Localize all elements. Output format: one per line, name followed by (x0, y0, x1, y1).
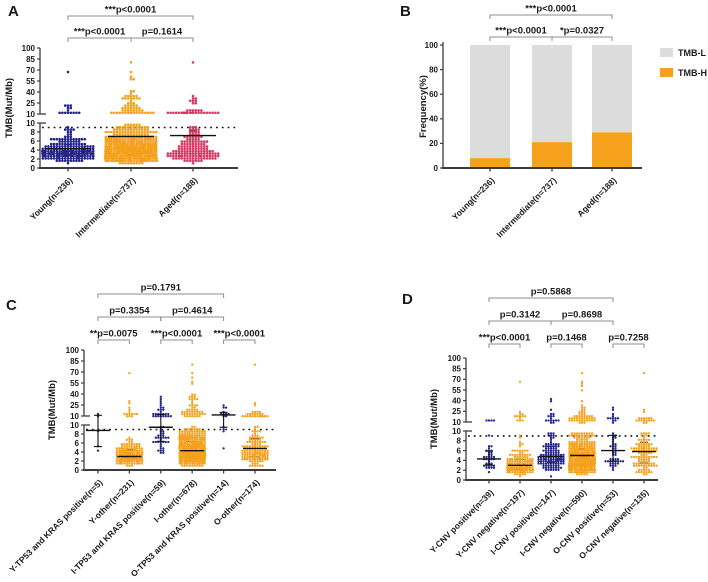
svg-text:TMB-L: TMB-L (678, 48, 706, 58)
svg-text:***p<0.0001: ***p<0.0001 (74, 27, 126, 38)
panel-c: C 10 25 40 55 70 85 100 0 2 4 6 8 10 TMB(Mut/Mb) Y-TP53… (0, 270, 354, 582)
svg-text:p=0.5868: p=0.5868 (531, 287, 571, 298)
svg-text:***p<0.0001: ***p<0.0001 (105, 5, 157, 16)
svg-text:TMB-H: TMB-H (678, 68, 707, 78)
svg-text:100: 100 (448, 354, 462, 363)
svg-text:TMB(Mut/Mb): TMB(Mut/Mb) (47, 380, 58, 440)
svg-text:25: 25 (452, 407, 461, 416)
svg-text:Young(n=236): Young(n=236) (28, 175, 75, 222)
svg-text:*p=0.0327: *p=0.0327 (560, 26, 604, 37)
svg-text:70: 70 (452, 375, 461, 384)
svg-text:70: 70 (70, 368, 79, 377)
svg-text:6: 6 (31, 137, 36, 146)
svg-text:4: 4 (31, 146, 36, 155)
panel-d: D 10 25 40 55 70 85 100 0 2 4 6 8 10 TMB(Mut/Mb) Y-CNV … (354, 270, 708, 582)
svg-text:**p=0.0075: **p=0.0075 (90, 329, 139, 340)
panel-b: B 0 20 40 60 80 100 Frequency(%) TMB-L TMB-H Young… (354, 0, 708, 268)
svg-text:100: 100 (22, 44, 36, 53)
svg-text:8: 8 (31, 128, 36, 137)
svg-text:***p<0.0001: ***p<0.0001 (151, 329, 203, 340)
svg-text:85: 85 (452, 364, 461, 373)
svg-text:85: 85 (70, 357, 79, 366)
svg-text:p=0.1468: p=0.1468 (546, 333, 586, 344)
svg-text:40: 40 (452, 396, 461, 405)
svg-text:p=0.4614: p=0.4614 (172, 306, 213, 317)
svg-text:100: 100 (66, 346, 80, 355)
panel-a: A 10 25 40 55 70 85 100 0 2 4 6 8 10 TMB(Mut/Mb) Young(… (0, 0, 310, 268)
svg-text:6: 6 (457, 446, 462, 455)
svg-text:40: 40 (429, 115, 438, 124)
svg-text:***p<0.0001: ***p<0.0001 (479, 333, 531, 344)
svg-text:40: 40 (70, 390, 79, 399)
svg-text:55: 55 (26, 77, 35, 86)
svg-text:10: 10 (26, 119, 35, 128)
svg-text:25: 25 (26, 99, 35, 108)
svg-text:0: 0 (457, 476, 462, 485)
svg-text:85: 85 (26, 55, 35, 64)
svg-text:0: 0 (434, 164, 439, 173)
svg-text:10: 10 (26, 110, 35, 119)
svg-text:2: 2 (31, 155, 36, 164)
svg-text:***p<0.0001: ***p<0.0001 (495, 26, 547, 37)
svg-text:Aged(n=188): Aged(n=188) (575, 175, 618, 218)
svg-text:6: 6 (75, 439, 80, 448)
svg-text:4: 4 (457, 456, 462, 465)
svg-text:Intermediate(n=737): Intermediate(n=737) (494, 175, 558, 239)
svg-text:Frequency(%): Frequency(%) (418, 75, 429, 138)
svg-text:0: 0 (75, 466, 80, 475)
svg-text:4: 4 (75, 448, 80, 457)
svg-text:TMB(Mut/Mb): TMB(Mut/Mb) (4, 78, 15, 138)
svg-text:p=0.3142: p=0.3142 (500, 310, 540, 321)
svg-text:10: 10 (452, 427, 461, 436)
svg-text:10: 10 (70, 412, 79, 421)
svg-text:p=0.7258: p=0.7258 (608, 333, 648, 344)
svg-text:p=0.1791: p=0.1791 (141, 283, 182, 294)
svg-text:A: A (8, 3, 19, 20)
svg-text:55: 55 (70, 379, 79, 388)
svg-text:Intermediate(n=737): Intermediate(n=737) (73, 175, 137, 239)
svg-text:Aged(n=188): Aged(n=188) (156, 175, 199, 218)
panel-d-chart: D1025405570851000246810TMB(Mut/Mb)Y-CNV … (402, 287, 658, 561)
svg-text:p=0.8698: p=0.8698 (562, 310, 602, 321)
svg-text:C: C (6, 297, 17, 314)
svg-text:10: 10 (70, 421, 79, 430)
svg-text:Young(n=236): Young(n=236) (450, 175, 497, 222)
svg-text:B: B (400, 3, 411, 20)
svg-text:20: 20 (429, 139, 438, 148)
svg-text:p=0.3354: p=0.3354 (109, 306, 150, 317)
svg-text:70: 70 (26, 66, 35, 75)
svg-text:80: 80 (429, 65, 438, 74)
svg-text:40: 40 (26, 88, 35, 97)
svg-text:***p<0.0001: ***p<0.0001 (525, 4, 577, 15)
svg-text:8: 8 (75, 430, 80, 439)
panel-c-chart: C1025405570851000246810TMB(Mut/Mb)Y-TP53… (6, 283, 276, 579)
svg-text:2: 2 (75, 457, 80, 466)
panel-a-chart: A1025405570851000246810TMB(Mut/Mb)Young(… (4, 3, 238, 239)
svg-text:60: 60 (429, 90, 438, 99)
svg-text:100: 100 (425, 41, 439, 50)
svg-text:TMB(Mut/Mb): TMB(Mut/Mb) (429, 389, 440, 449)
svg-text:p=0.1614: p=0.1614 (142, 27, 183, 38)
svg-text:55: 55 (452, 386, 461, 395)
svg-text:25: 25 (70, 401, 79, 410)
svg-text:***p<0.0001: ***p<0.0001 (214, 329, 266, 340)
svg-text:2: 2 (457, 466, 462, 475)
svg-text:0: 0 (31, 164, 36, 173)
svg-text:10: 10 (452, 418, 461, 427)
panel-b-chart: B 0 20 40 60 80 100 Frequency(%) TMB-L TMB-H Young… (400, 3, 707, 239)
svg-text:D: D (402, 291, 413, 308)
svg-text:8: 8 (457, 437, 462, 446)
